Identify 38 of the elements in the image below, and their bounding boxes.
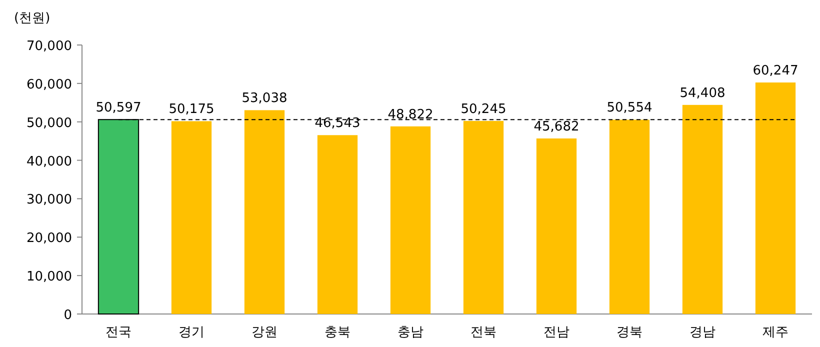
bar bbox=[609, 120, 650, 314]
x-tick-label: 제주 bbox=[762, 325, 788, 340]
data-label: 50,175 bbox=[168, 102, 214, 118]
x-tick-label: 충북 bbox=[324, 325, 350, 340]
x-tick-label: 강원 bbox=[252, 325, 278, 340]
data-label: 48,822 bbox=[388, 107, 434, 122]
y-axis-title: (천원) bbox=[14, 11, 50, 26]
data-label: 60,247 bbox=[752, 63, 798, 78]
bar bbox=[463, 120, 504, 314]
data-label: 50,597 bbox=[96, 100, 142, 116]
x-tick-label: 경북 bbox=[616, 325, 642, 340]
y-tick-label: 70,000 bbox=[26, 39, 72, 54]
y-tick-label: 0 bbox=[64, 308, 72, 323]
y-tick-label: 60,000 bbox=[26, 77, 72, 92]
bar bbox=[244, 110, 285, 314]
bar bbox=[755, 82, 796, 314]
data-label: 46,543 bbox=[314, 116, 360, 132]
data-label: 54,408 bbox=[680, 86, 726, 101]
x-tick-label: 전북 bbox=[470, 325, 496, 340]
data-label: 53,038 bbox=[242, 91, 288, 106]
y-tick-label: 10,000 bbox=[26, 270, 72, 285]
x-tick-label: 경기 bbox=[178, 325, 204, 340]
x-tick-label: 전국 bbox=[106, 325, 132, 340]
bar bbox=[536, 138, 577, 314]
bar bbox=[682, 104, 723, 314]
data-label: 50,554 bbox=[606, 100, 652, 116]
x-tick-label: 경남 bbox=[690, 325, 716, 340]
data-label: 50,245 bbox=[460, 102, 506, 117]
bar bbox=[317, 135, 358, 314]
y-tick-label: 30,000 bbox=[26, 192, 72, 208]
data-label: 45,682 bbox=[534, 119, 580, 134]
y-tick-label: 20,000 bbox=[26, 231, 72, 246]
bar bbox=[171, 121, 212, 314]
bar bbox=[390, 126, 431, 314]
y-tick-label: 50,000 bbox=[26, 116, 72, 131]
y-tick-label: 40,000 bbox=[26, 154, 72, 170]
x-tick-label: 전남 bbox=[544, 325, 570, 340]
x-tick-label: 충남 bbox=[398, 325, 424, 340]
